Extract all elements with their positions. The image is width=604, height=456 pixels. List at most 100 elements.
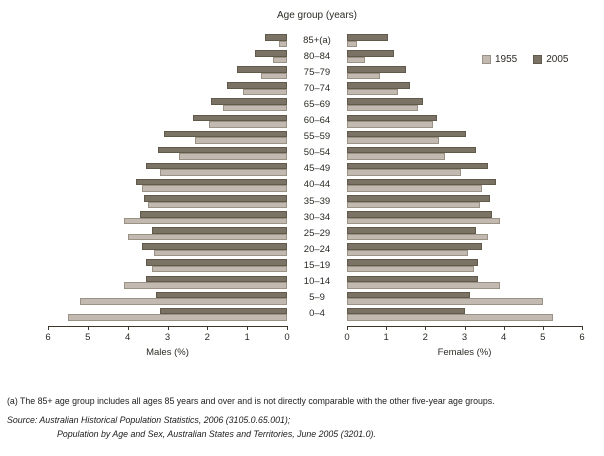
age-label-60-64: 60–64 <box>303 115 331 126</box>
age-label-15-19: 15–19 <box>303 259 331 271</box>
age-label-20-24: 20–24 <box>303 243 331 255</box>
age-label-35-39: 35–39 <box>303 195 331 207</box>
bar-males-2005-5-9 <box>155 291 287 299</box>
bar-males-2005-10-14 <box>145 275 287 282</box>
male-axis-tick-label-2: 2 <box>204 332 210 343</box>
female-axis-tick-1 <box>386 326 388 330</box>
bar-females-1955-55-59 <box>347 137 440 144</box>
bar-females-1955-15-19 <box>347 265 475 273</box>
bar-males-1955-40-44 <box>141 185 287 192</box>
male-axis-tick-label-4: 4 <box>125 332 131 343</box>
bar-females-1955-30-34 <box>347 217 500 225</box>
bar-females-2005-55-59 <box>347 130 467 138</box>
footnote: (a) The 85+ age group includes all ages … <box>7 396 495 406</box>
bar-females-1955-80-84 <box>347 56 365 64</box>
female-axis-tick-2 <box>425 326 427 330</box>
bar-females-2005-5-9 <box>347 291 471 299</box>
bar-males-2005-35-39 <box>143 195 287 202</box>
bar-males-2005-15-19 <box>145 259 287 266</box>
female-axis-tick-label-3: 3 <box>461 332 468 343</box>
bar-females-2005-65-69 <box>347 98 424 105</box>
male-axis-tick-6 <box>48 326 49 330</box>
female-axis-title: Females (%) <box>437 347 492 358</box>
bar-females-2005-0-4 <box>347 307 465 315</box>
legend-swatch-2005 <box>533 55 543 64</box>
bar-females-2005-20-24 <box>347 243 483 250</box>
age-label-50-54: 50–54 <box>303 147 331 159</box>
bar-females-2005-25-29 <box>347 227 477 234</box>
bar-females-2005-10-14 <box>347 275 479 282</box>
legend-swatch-1955 <box>482 55 491 64</box>
bar-males-1955-55-59 <box>195 137 287 144</box>
age-label-45-49: 45–49 <box>303 163 331 175</box>
bar-females-2005-85+-a- <box>347 34 389 41</box>
bar-females-2005-45-49 <box>347 162 488 170</box>
bar-females-2005-30-34 <box>347 211 492 218</box>
bar-males-1955-65-69 <box>223 104 287 112</box>
bar-males-1955-30-34 <box>123 217 287 225</box>
bar-females-1955-50-54 <box>347 153 445 160</box>
female-axis-tick-label-2: 2 <box>422 332 428 343</box>
bar-males-1955-5-9 <box>79 298 287 305</box>
bar-males-2005-55-59 <box>163 130 287 138</box>
bar-males-2005-45-49 <box>145 162 287 170</box>
male-axis-tick-0 <box>287 326 288 330</box>
age-label-30-34: 30–34 <box>303 211 331 223</box>
bar-females-2005-80-84 <box>347 50 394 57</box>
male-axis-tick-label-3: 3 <box>164 332 171 343</box>
source-line-2: Population by Age and Sex, Australian St… <box>57 429 376 439</box>
bar-males-1955-15-19 <box>151 265 287 273</box>
male-axis-tick-label-1: 1 <box>244 332 250 343</box>
bar-females-1955-25-29 <box>347 233 488 241</box>
female-axis-tick-6 <box>582 326 583 330</box>
female-axis-tick-label-5: 5 <box>540 332 546 343</box>
bar-females-2005-50-54 <box>347 146 477 154</box>
bar-females-1955-75-79 <box>347 72 381 80</box>
female-axis-tick-label-1: 1 <box>383 332 389 343</box>
bar-males-1955-85+-a- <box>279 40 287 47</box>
bar-females-1955-0-4 <box>347 314 553 321</box>
bar-males-2005-85+-a- <box>265 34 287 41</box>
male-axis-tick-label-5: 5 <box>85 332 91 343</box>
bar-males-2005-25-29 <box>151 227 287 234</box>
age-label-55-59: 55–59 <box>303 131 331 143</box>
age-label-65-69: 65–69 <box>303 98 331 110</box>
bar-females-2005-40-44 <box>347 178 496 186</box>
bar-females-1955-45-49 <box>347 169 461 176</box>
legend: 1955 2005 <box>482 54 569 65</box>
bar-males-2005-30-34 <box>139 211 287 218</box>
bar-females-2005-70-74 <box>347 82 410 89</box>
bar-males-2005-70-74 <box>227 82 287 89</box>
chart-title: Age group (years) <box>276 10 358 21</box>
bar-males-2005-0-4 <box>159 307 287 315</box>
bar-females-1955-70-74 <box>347 88 398 96</box>
age-label-85+-a-: 85+(a) <box>303 34 331 46</box>
male-axis-tick-4 <box>127 326 129 330</box>
bar-females-2005-35-39 <box>347 195 490 202</box>
female-axis-tick-label-4: 4 <box>501 332 507 343</box>
legend-item-1955: 1955 <box>482 54 517 65</box>
male-axis-tick-5 <box>87 326 89 330</box>
female-axis-tick-0 <box>347 326 348 330</box>
bar-males-2005-65-69 <box>211 98 287 105</box>
legend-label-1955: 1955 <box>495 54 518 65</box>
bar-females-1955-5-9 <box>347 298 543 305</box>
bar-males-1955-25-29 <box>127 233 287 241</box>
bar-females-1955-65-69 <box>347 104 418 112</box>
age-label-0-4: 0–4 <box>309 308 325 320</box>
female-axis-tick-label-0: 0 <box>344 332 350 343</box>
bar-females-1955-60-64 <box>347 121 434 128</box>
legend-item-2005: 2005 <box>533 54 569 65</box>
bar-males-1955-45-49 <box>159 169 287 176</box>
age-label-25-29: 25–29 <box>303 227 331 239</box>
bar-females-1955-85+-a- <box>347 40 357 47</box>
bar-males-1955-60-64 <box>209 121 287 128</box>
bar-males-2005-80-84 <box>255 50 287 57</box>
female-axis-tick-label-6: 6 <box>579 332 585 343</box>
female-axis-tick-3 <box>464 326 466 330</box>
bar-females-2005-60-64 <box>347 114 438 121</box>
bar-males-1955-10-14 <box>123 282 287 289</box>
female-axis-tick-5 <box>542 326 544 330</box>
bar-males-1955-20-24 <box>153 249 287 257</box>
